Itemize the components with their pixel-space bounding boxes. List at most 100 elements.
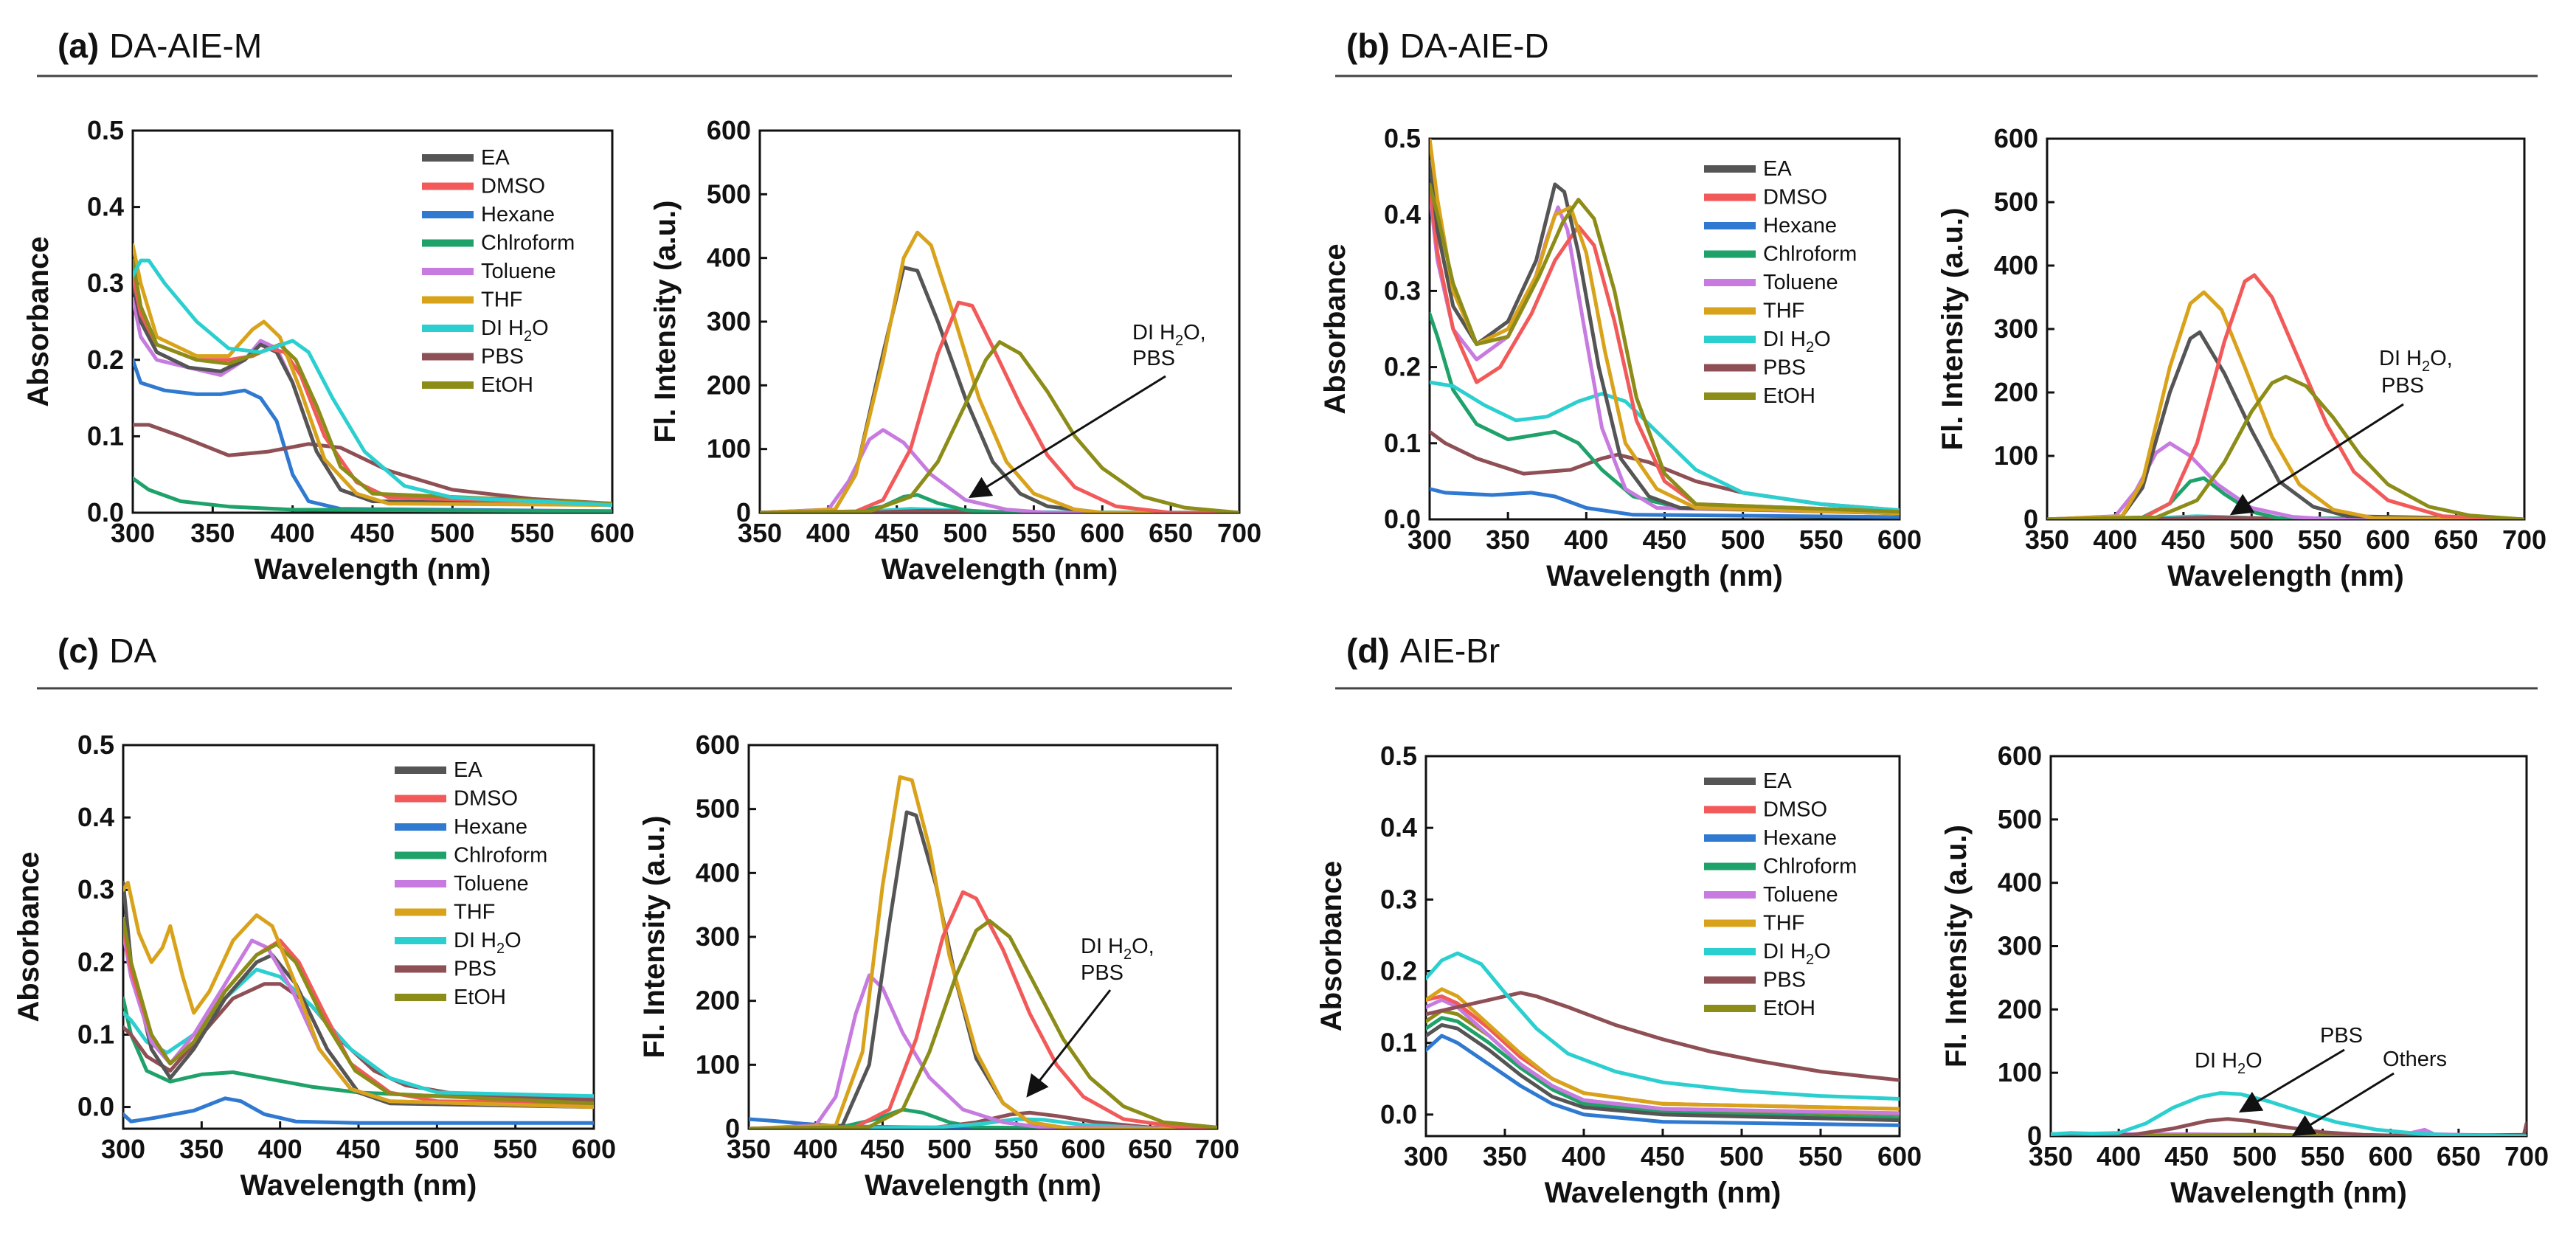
- legend-label: EA: [454, 758, 482, 782]
- legend-label: THF: [454, 901, 495, 924]
- series-line-etoh: [133, 258, 612, 506]
- legend-label: Hexane: [1763, 214, 1837, 238]
- x-tick-label: 350: [190, 518, 235, 548]
- y-tick-label: 200: [707, 370, 751, 400]
- legend-label: PBS: [454, 958, 496, 981]
- y-tick-label: 0.3: [77, 874, 114, 904]
- x-axis-title: Wavelength (nm): [2170, 1177, 2407, 1209]
- plot-a-absorbance: 300 350 400 450 500 550 600 0.0 0.1 0.2 0.3 0.4 0.5 W…: [22, 115, 634, 586]
- series-line-thf: [2047, 290, 2524, 519]
- y-tick-label: 600: [707, 115, 751, 145]
- x-tick-label: 500: [944, 518, 988, 548]
- series-group: [2047, 273, 2524, 519]
- plot-c-absorbance: 300 350 400 450 500 550 600 0.0 0.1 0.2 0.3 0.4 0.5 W…: [13, 730, 616, 1202]
- legend-label: PBS: [481, 345, 524, 369]
- x-tick-label: 300: [1408, 525, 1452, 555]
- y-tick-label: 500: [1994, 187, 2038, 217]
- x-tick-label: 500: [415, 1134, 459, 1164]
- series-line-thf: [1430, 139, 1900, 516]
- x-tick-label: 650: [2434, 525, 2479, 555]
- x-tick-label: 700: [2502, 525, 2546, 555]
- annotation-c-line1: DI H2O,: [1081, 935, 1154, 963]
- series-line-hexane: [1430, 487, 1900, 519]
- x-tick-label: 700: [1195, 1134, 1239, 1164]
- x-tick-label: 400: [806, 518, 851, 548]
- x-tick-label: 600: [590, 518, 634, 548]
- x-tick-label: 550: [2301, 1141, 2345, 1171]
- x-tick-label: 700: [2504, 1141, 2549, 1171]
- panel-c-header: (c) DA: [37, 631, 1232, 690]
- x-tick-label: 450: [2164, 1141, 2209, 1171]
- series-line-toluene: [123, 931, 594, 1110]
- y-tick-label: 0.5: [87, 115, 124, 145]
- series-group: [749, 775, 1217, 1129]
- panel-a-letter: (a): [58, 27, 99, 65]
- y-tick-label: 0.0: [87, 497, 124, 527]
- annotation-d-pbs: PBS: [2320, 1024, 2363, 1048]
- x-tick-label: 350: [2025, 525, 2069, 555]
- x-tick-label: 400: [2097, 1141, 2141, 1171]
- annotation-d-pbs-arrow: [2238, 1048, 2345, 1113]
- annotation-a-line1: DI H2O,: [1132, 321, 1206, 349]
- series-line-etoh: [123, 917, 594, 1106]
- annotation-a-arrow: [968, 375, 1166, 499]
- y-tick-label: 0.0: [1384, 504, 1421, 534]
- legend-label: DMSO: [1763, 186, 1827, 210]
- y-tick-label: 0: [2023, 504, 2038, 534]
- series-line-thf: [1426, 987, 1900, 1111]
- y-tick-label: 0.1: [77, 1019, 114, 1049]
- x-tick-label: 400: [258, 1134, 302, 1164]
- series-line-toluene: [2047, 441, 2524, 519]
- series-line-ea: [133, 281, 612, 508]
- series-line-thf: [123, 880, 594, 1110]
- x-tick-label: 600: [572, 1134, 616, 1164]
- panel-b-name: DA-AIE-D: [1400, 27, 1549, 65]
- x-tick-label: 400: [1562, 1141, 1606, 1171]
- svg-text:(d)AIE-Br: (d) AIE-Br: [1346, 631, 1500, 670]
- x-tick-label: 550: [1011, 518, 1056, 548]
- panel-d-letter: (d): [1346, 631, 1390, 670]
- y-axis-title: Fl. Intensity (a.u.): [1936, 208, 1969, 451]
- y-tick-label: 100: [1998, 1057, 2042, 1087]
- legend-label: Toluene: [454, 872, 529, 896]
- panel-c-letter: (c): [58, 631, 99, 670]
- y-tick-label: 600: [696, 730, 740, 760]
- series-line-thf: [749, 775, 1217, 1129]
- x-tick-label: 400: [1564, 525, 1608, 555]
- series-group: [133, 243, 612, 513]
- plot-d-absorbance: 300 350 400 450 500 550 600 0.0 0.1 0.2 0.3 0.4 0.5 W…: [1315, 741, 1922, 1209]
- x-tick-label: 450: [2161, 525, 2206, 555]
- y-tick-label: 600: [1998, 741, 2042, 771]
- legend-label: Chlroform: [1763, 243, 1857, 266]
- x-tick-label: 500: [1720, 1141, 1764, 1171]
- x-tick-label: 450: [350, 518, 395, 548]
- y-tick-label: 400: [1994, 250, 2038, 280]
- legend-label: PBS: [1763, 356, 1806, 380]
- x-tick-label: 450: [1641, 1141, 1685, 1171]
- annotation-d-others: Others: [2383, 1048, 2447, 1071]
- y-tick-label: 300: [696, 921, 740, 952]
- y-axis-title: Absorbance: [13, 851, 45, 1022]
- series-line-etoh: [1430, 182, 1900, 514]
- series-line-pbs: [133, 423, 612, 506]
- plot-d-fluorescence: 350 400 450 500 550 600 650 700 0 100 200 300 400 500…: [1940, 741, 2549, 1209]
- legend-label: DMSO: [454, 787, 518, 811]
- x-axis-title: Wavelength (nm): [865, 1169, 1101, 1202]
- plot-c-fluorescence: 350 400 450 500 550 600 650 700 0 100 200 300 400 500…: [638, 730, 1239, 1202]
- legend-label: Chlroform: [481, 232, 575, 255]
- annotation-a-line2: PBS: [1132, 347, 1175, 370]
- x-tick-label: 350: [2029, 1141, 2073, 1171]
- x-tick-label: 350: [738, 518, 782, 548]
- x-tick-label: 450: [860, 1134, 904, 1164]
- panel-c-name: DA: [109, 631, 156, 670]
- legend: EA DMSO Hexane Chlroform Toluene THF DI H2OPBS…: [1704, 157, 1857, 408]
- y-tick-label: 0.4: [1380, 812, 1417, 842]
- y-tick-label: 300: [1998, 931, 2042, 961]
- annotation-b: DI H2O, PBS: [2229, 347, 2453, 516]
- x-tick-label: 650: [1128, 1134, 1172, 1164]
- legend-label: Hexane: [454, 815, 527, 839]
- legend-label: Hexane: [481, 203, 555, 226]
- svg-text:(c)DA: (c) DA: [58, 631, 156, 670]
- series-line-etoh: [2047, 375, 2524, 519]
